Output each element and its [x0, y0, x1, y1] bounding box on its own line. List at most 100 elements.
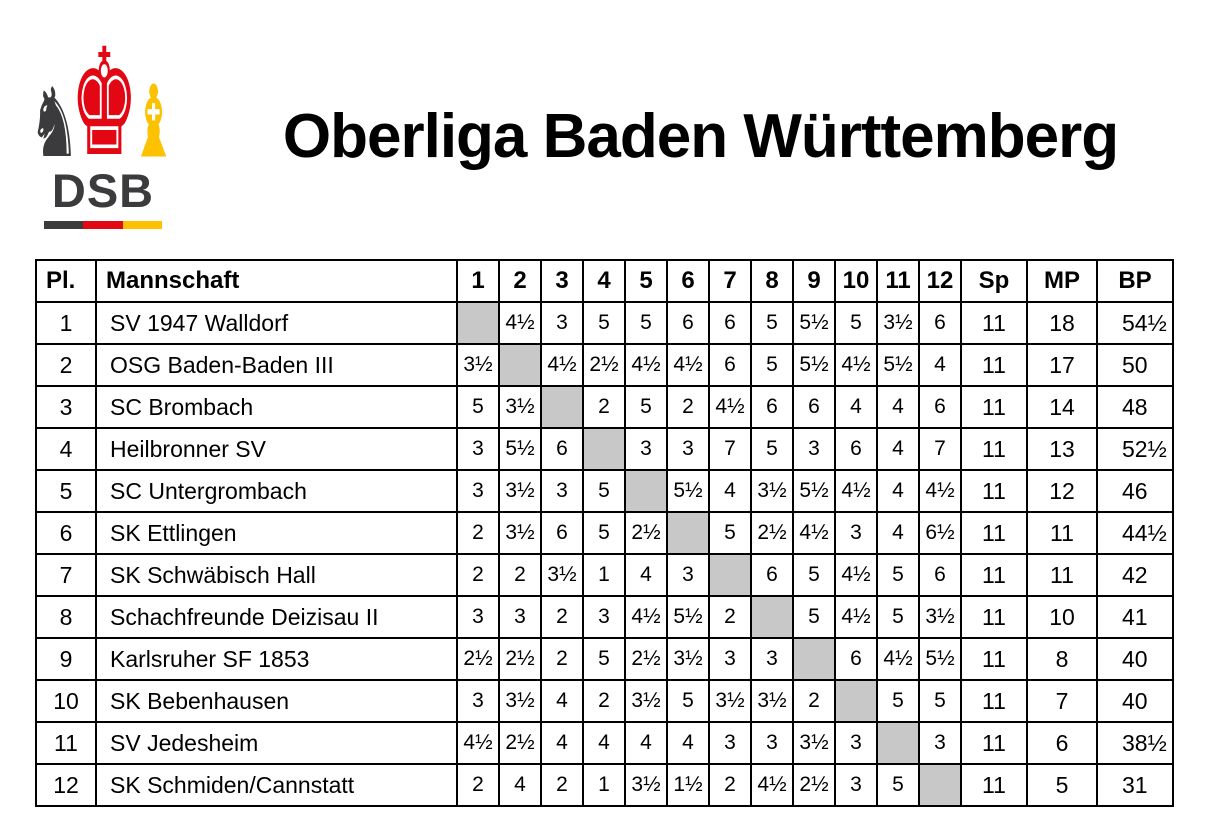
col-header-11: 11	[876, 259, 920, 303]
result-cell: 6	[540, 427, 584, 471]
result-cell: 3	[456, 427, 500, 471]
result-cell: 3	[666, 553, 710, 597]
diagonal-cell	[540, 385, 584, 429]
bishop-icon: ♝	[129, 63, 178, 181]
result-cell: 2	[540, 595, 584, 639]
table-row: 7 SK Schwäbisch Hall 2 2 3½ 1 4 3 6 5 4½ 5 6 11 11 42	[35, 553, 1174, 597]
games-played-cell: 11	[960, 763, 1028, 807]
table-row: 2 OSG Baden-Baden III 3½ 4½ 2½ 4½ 4½ 6 5 5½ 4½ 5½ 4 1…	[35, 343, 1174, 387]
games-played-cell: 11	[960, 469, 1028, 513]
col-header-2: 2	[498, 259, 542, 303]
col-header-7: 7	[708, 259, 752, 303]
result-cell: 5	[624, 301, 668, 345]
match-points-cell: 14	[1026, 385, 1098, 429]
board-points-cell: 40	[1096, 637, 1174, 681]
match-points-cell: 10	[1026, 595, 1098, 639]
rank-cell: 5	[35, 469, 97, 513]
result-cell: 3	[456, 679, 500, 723]
result-cell: 2	[540, 763, 584, 807]
result-cell: 5½	[792, 469, 836, 513]
result-cell: 3	[708, 721, 752, 765]
team-name-cell: OSG Baden-Baden III	[95, 343, 458, 387]
result-cell: 4½	[834, 343, 878, 387]
result-cell: 2	[708, 763, 752, 807]
result-cell: 5	[876, 595, 920, 639]
result-cell: 1	[582, 553, 626, 597]
result-cell: 5	[750, 301, 794, 345]
result-cell: 3½	[750, 469, 794, 513]
team-name-cell: SK Bebenhausen	[95, 679, 458, 723]
result-cell: 2½	[456, 637, 500, 681]
king-icon: ♚	[70, 15, 139, 189]
result-cell: 5	[750, 427, 794, 471]
result-cell: 6	[834, 427, 878, 471]
team-name-cell: SK Schmiden/Cannstatt	[95, 763, 458, 807]
result-cell: 3	[540, 469, 584, 513]
col-header-1: 1	[456, 259, 500, 303]
tricolor-red-segment	[83, 221, 123, 229]
result-cell: 4	[624, 553, 668, 597]
result-cell: 5½	[792, 343, 836, 387]
rank-cell: 12	[35, 763, 97, 807]
result-cell: 3	[666, 427, 710, 471]
result-cell: 5½	[666, 469, 710, 513]
result-cell: 4	[918, 343, 962, 387]
result-cell: 5	[876, 763, 920, 807]
result-cell: 2	[582, 679, 626, 723]
result-cell: 4½	[834, 595, 878, 639]
result-cell: 3	[456, 595, 500, 639]
table-row: 8 Schachfreunde Deizisau II 3 3 2 3 4½ 5½ 2 5 4½ 5 3…	[35, 595, 1174, 639]
diagonal-cell	[708, 553, 752, 597]
result-cell: 4	[540, 721, 584, 765]
result-cell: 4½	[540, 343, 584, 387]
board-points-cell: 44½	[1096, 511, 1174, 555]
rank-cell: 6	[35, 511, 97, 555]
standings-table-wrap: Pl. Mannschaft 1 2 3 4 5 6 7 8 9 10 11 12 Sp MP BP 1 SV 1…	[35, 259, 1174, 807]
result-cell: 2½	[624, 511, 668, 555]
diagonal-cell	[834, 679, 878, 723]
games-played-cell: 11	[960, 595, 1028, 639]
board-points-cell: 41	[1096, 595, 1174, 639]
result-cell: 5	[792, 553, 836, 597]
result-cell: 6	[918, 553, 962, 597]
result-cell: 4	[582, 721, 626, 765]
team-name-cell: SV 1947 Walldorf	[95, 301, 458, 345]
result-cell: 4½	[750, 763, 794, 807]
diagonal-cell	[918, 763, 962, 807]
rank-cell: 9	[35, 637, 97, 681]
table-row: 10 SK Bebenhausen 3 3½ 4 2 3½ 5 3½ 3½ 2 5 5 11 7 40	[35, 679, 1174, 723]
diagonal-cell	[582, 427, 626, 471]
result-cell: 6	[666, 301, 710, 345]
table-row: 9 Karlsruher SF 1853 2½ 2½ 2 5 2½ 3½ 3 3 6 4½ 5½ 11 8 4…	[35, 637, 1174, 681]
games-played-cell: 11	[960, 553, 1028, 597]
result-cell: 5½	[918, 637, 962, 681]
col-header-9: 9	[792, 259, 836, 303]
result-cell: 3½	[498, 679, 542, 723]
result-cell: 3	[918, 721, 962, 765]
result-cell: 6	[834, 637, 878, 681]
games-played-cell: 11	[960, 343, 1028, 387]
table-row: 1 SV 1947 Walldorf 4½ 3 5 5 6 6 5 5½ 5 3½ 6 11 18 54½	[35, 301, 1174, 345]
col-header-10: 10	[834, 259, 878, 303]
match-points-cell: 11	[1026, 553, 1098, 597]
games-played-cell: 11	[960, 427, 1028, 471]
col-header-6: 6	[666, 259, 710, 303]
col-header-sp: Sp	[960, 259, 1028, 303]
board-points-cell: 38½	[1096, 721, 1174, 765]
team-name-cell: Schachfreunde Deizisau II	[95, 595, 458, 639]
match-points-cell: 13	[1026, 427, 1098, 471]
col-header-5: 5	[624, 259, 668, 303]
result-cell: 4½	[456, 721, 500, 765]
games-played-cell: 11	[960, 637, 1028, 681]
rank-cell: 1	[35, 301, 97, 345]
result-cell: 6	[708, 301, 752, 345]
result-cell: 4½	[708, 385, 752, 429]
result-cell: 4	[876, 511, 920, 555]
result-cell: 5	[792, 595, 836, 639]
result-cell: 5	[624, 385, 668, 429]
match-points-cell: 8	[1026, 637, 1098, 681]
result-cell: 6	[750, 553, 794, 597]
result-cell: 6	[750, 385, 794, 429]
result-cell: 4	[624, 721, 668, 765]
